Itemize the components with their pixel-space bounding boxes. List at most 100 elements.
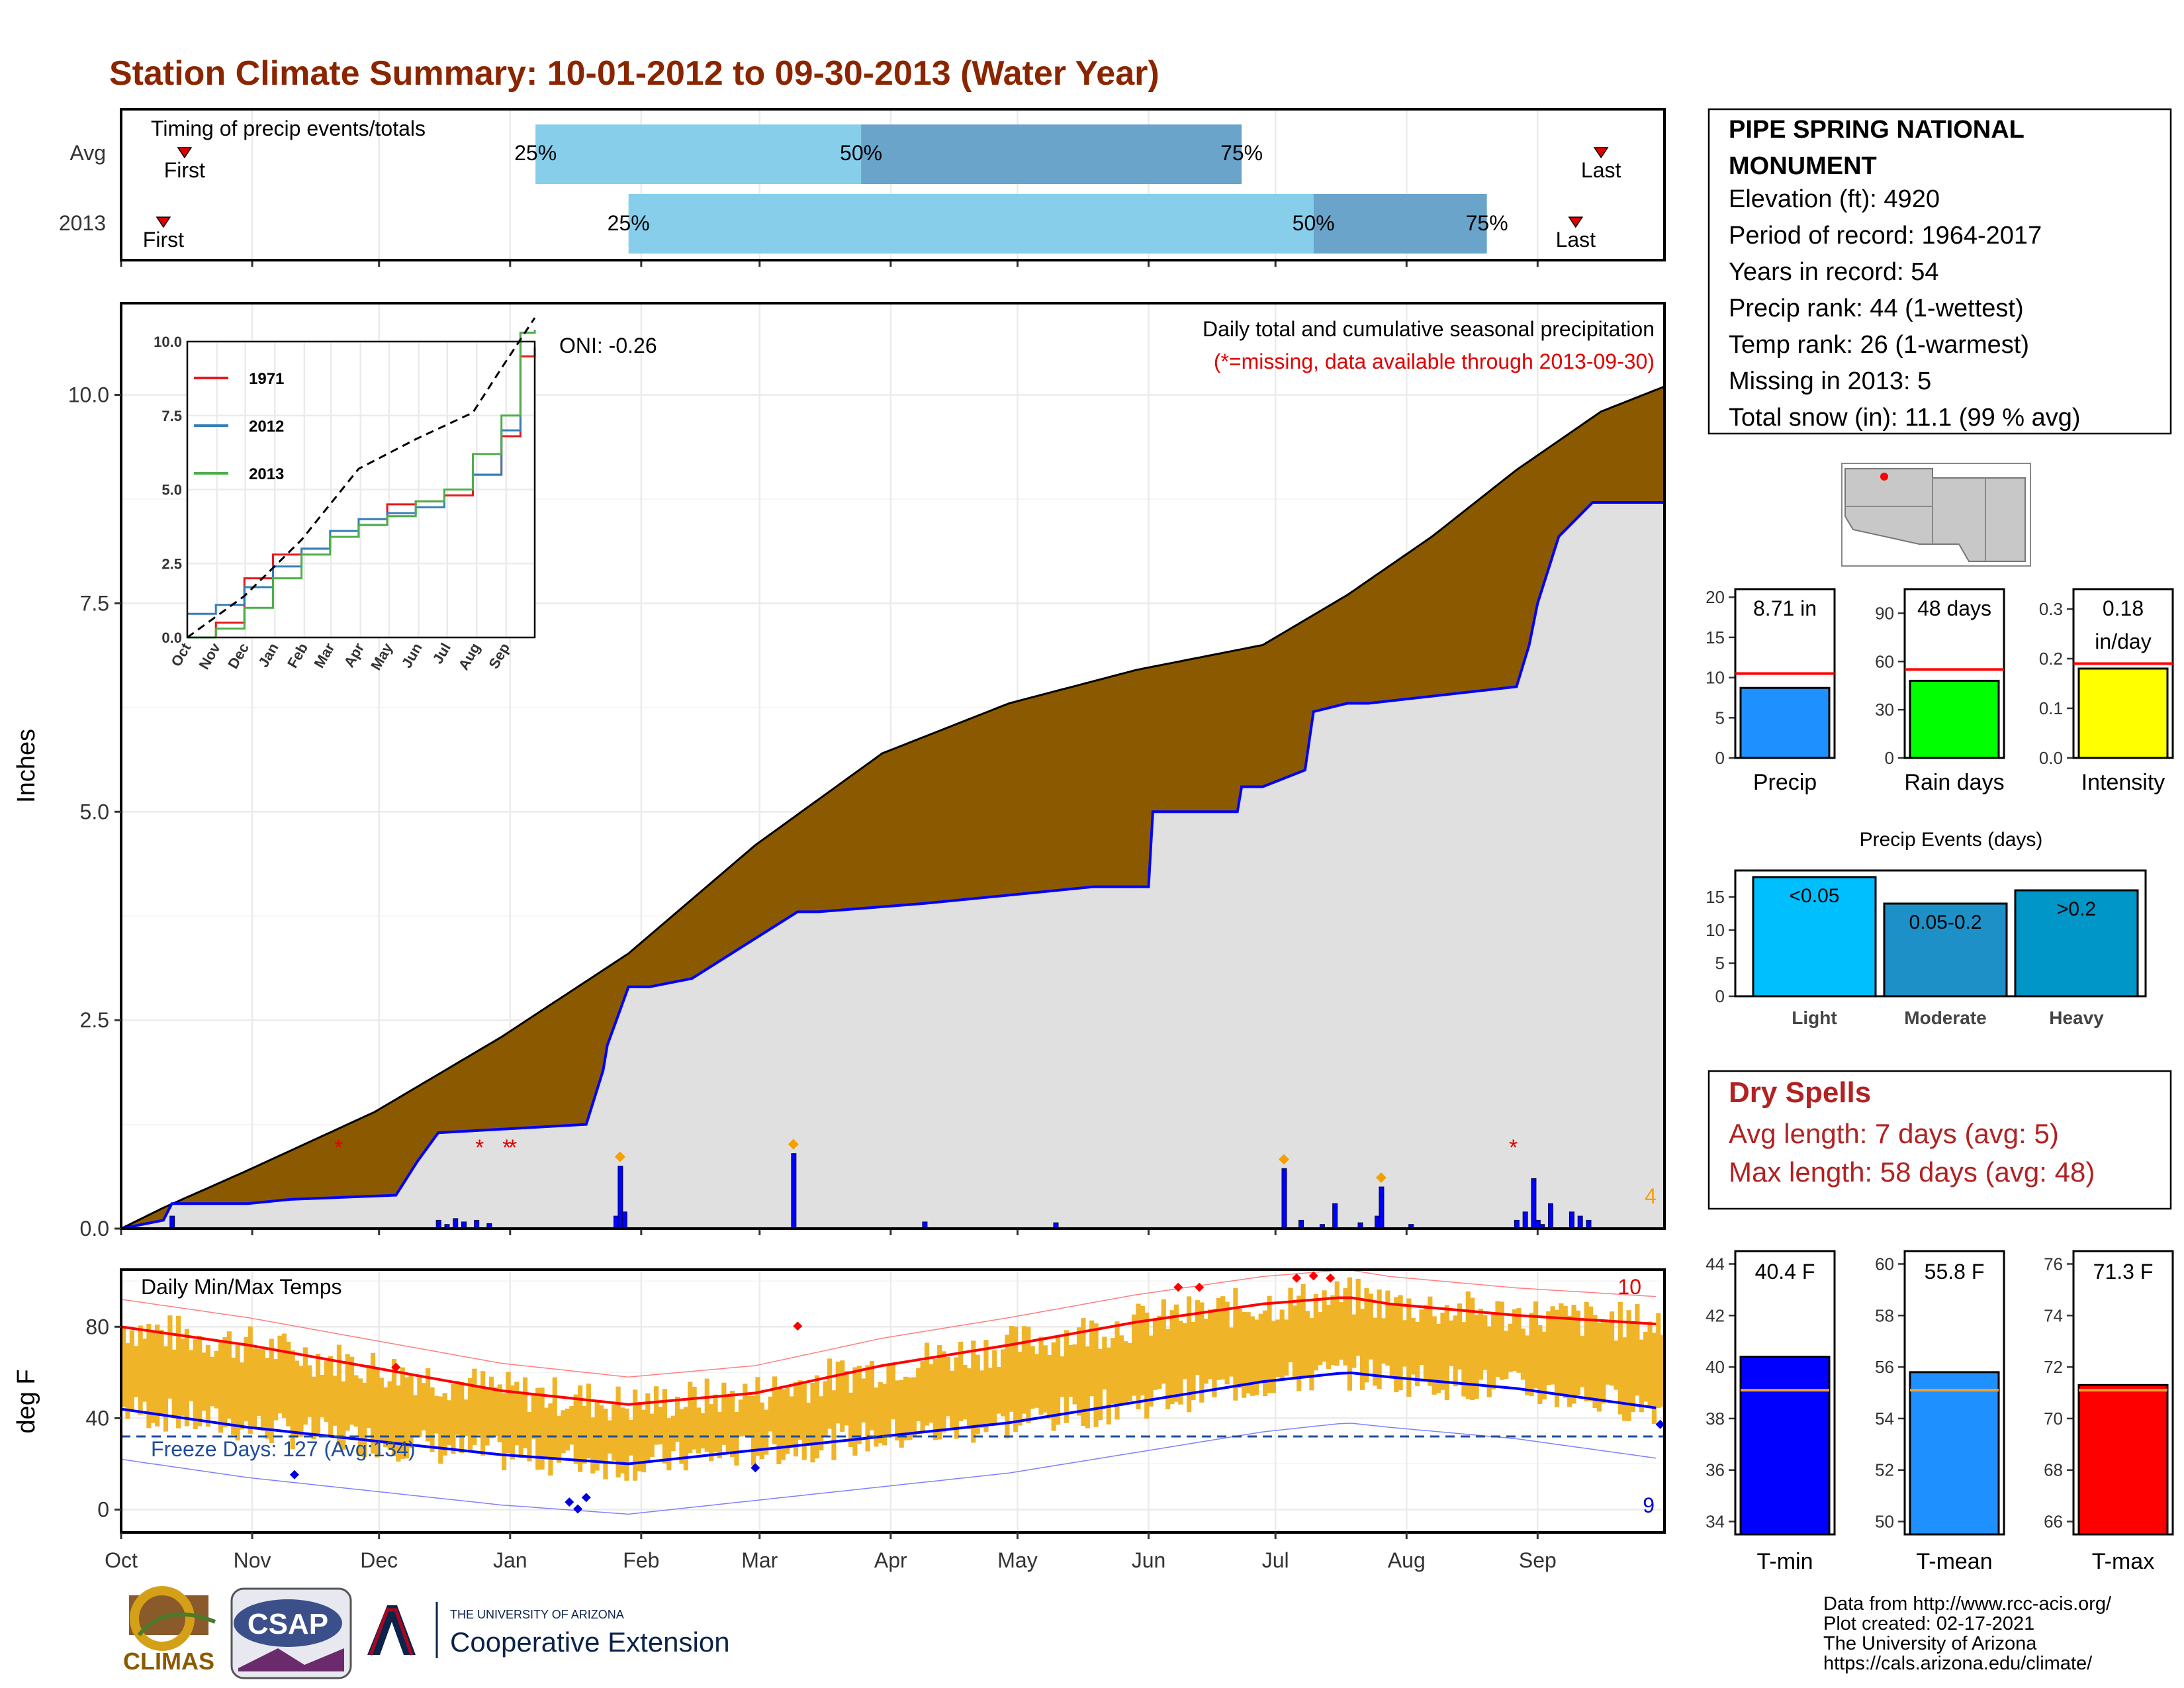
daily-temp-bar: [827, 1358, 833, 1429]
daily-temp-bar: [1089, 1320, 1095, 1397]
daily-temp-bar: [1359, 1309, 1365, 1390]
tmin-y-tick-label: 44: [1706, 1254, 1725, 1274]
csap-logo-text: CSAP: [248, 1608, 328, 1640]
daily-precip-bar: [1379, 1186, 1385, 1229]
daily-temp-bar: [916, 1368, 921, 1421]
intensity-y-tick-label: 0.2: [2039, 649, 2063, 669]
intensity-bar: [2077, 667, 2169, 759]
daily-temp-bar: [586, 1383, 591, 1459]
daily-temp-bar: [1550, 1306, 1555, 1385]
daily-temp-bar: [138, 1325, 143, 1415]
dry-spells-max: Max length: 58 days (avg: 48): [1729, 1156, 2095, 1188]
daily-temp-bar: [1242, 1311, 1247, 1398]
daily-temp-bar: [1300, 1284, 1306, 1377]
tmax-y-tick-label: 74: [2044, 1305, 2063, 1325]
daily-temp-bar: [1486, 1326, 1492, 1397]
precip-y-tick-label: 0: [1715, 748, 1725, 768]
daily-temp-bar: [721, 1382, 727, 1445]
record-low-marker: [289, 1470, 299, 1479]
station-years: Years in record: 54: [1729, 258, 1939, 286]
daily-temp-bar: [231, 1357, 236, 1435]
daily-temp-bar: [472, 1368, 477, 1445]
daily-temp-bar: [1038, 1336, 1044, 1415]
daily-temp-bar: [831, 1390, 837, 1460]
daily-temp-bar: [776, 1387, 782, 1464]
daily-temp-bar: [1617, 1302, 1623, 1415]
daily-temp-bar: [353, 1375, 359, 1427]
events-y-tick-label: 10: [1706, 920, 1725, 940]
daily-temp-bar: [260, 1349, 266, 1431]
precip-y-tick-label: 5: [1715, 708, 1725, 727]
first-label: First: [164, 158, 205, 182]
inset-y-tick-label: 10.0: [154, 334, 182, 350]
daily-temp-bar: [992, 1350, 997, 1423]
month-label: Jul: [1262, 1548, 1289, 1572]
daily-temp-bar: [730, 1391, 735, 1458]
daily-temp-bar: [265, 1358, 270, 1439]
daily-temp-bar: [332, 1376, 338, 1426]
first-marker: [156, 216, 171, 228]
inset-y-tick-label: 0.0: [161, 630, 182, 646]
station-period: Period of record: 1964-2017: [1729, 222, 2042, 250]
temp-min-count: 9: [1643, 1493, 1655, 1517]
max-precip-diamond: [614, 1151, 625, 1162]
daily-temp-bar: [814, 1375, 819, 1459]
daily-temp-bar: [1410, 1318, 1416, 1375]
daily-temp-bar: [1111, 1338, 1116, 1404]
daily-temp-bar: [1097, 1348, 1103, 1421]
daily-temp-bar: [1575, 1310, 1581, 1395]
daily-temp-bar: [412, 1395, 418, 1436]
daily-temp-bar: [248, 1326, 253, 1434]
inset-series-avg: [187, 317, 536, 639]
daily-temp-bar: [674, 1396, 680, 1442]
month-label: Apr: [874, 1548, 907, 1572]
daily-temp-bar: [210, 1356, 215, 1407]
tmin-y-tick-label: 34: [1706, 1512, 1725, 1532]
daily-temp-bar: [201, 1352, 206, 1411]
daily-temp-bar: [688, 1382, 693, 1454]
inset-y-tick-label: 5.0: [161, 482, 182, 498]
daily-temp-bar: [772, 1376, 778, 1444]
daily-precip-bar: [791, 1153, 797, 1229]
daily-temp-bar: [134, 1346, 139, 1397]
daily-temp-bar: [1630, 1323, 1636, 1412]
daily-temp-bar: [277, 1335, 283, 1414]
daily-temp-bar: [700, 1413, 705, 1449]
location-map: [1841, 463, 2031, 567]
tmax-bar: [2077, 1383, 2169, 1536]
daily-temp-bar: [510, 1385, 515, 1460]
daily-temp-bar: [1216, 1297, 1221, 1380]
daily-temp-bar: [844, 1371, 849, 1426]
daily-temp-bar: [615, 1386, 621, 1477]
record-high-marker: [793, 1321, 803, 1331]
events-bar-label: <0.05: [1790, 885, 1840, 907]
daily-temp-bar: [552, 1377, 557, 1458]
cumulative-2013-area: [121, 502, 1664, 1229]
daily-temp-bar: [1152, 1319, 1158, 1390]
precip-corner-count: 4: [1645, 1184, 1657, 1208]
intensity-y-tick-label: 0.3: [2039, 599, 2063, 619]
daily-temp-bar: [387, 1381, 392, 1450]
daily-temp-bar: [1639, 1339, 1644, 1413]
month-label: Oct: [105, 1548, 138, 1572]
month-label: Jun: [1132, 1548, 1166, 1572]
daily-temp-bar: [218, 1342, 224, 1433]
daily-temp-bar: [907, 1377, 913, 1440]
tmin-y-tick-label: 42: [1706, 1305, 1725, 1325]
temp-panel: 0 40 80 Daily Min/Max Temps Freeze Days: 1…: [13, 1268, 1666, 1572]
tmean-label: T-mean: [1916, 1549, 1992, 1574]
timing-q25-label: 25%: [514, 141, 557, 165]
daily-temp-bar: [1102, 1336, 1107, 1389]
daily-temp-bar: [1203, 1319, 1208, 1384]
daily-temp-bar: [1250, 1316, 1255, 1396]
daily-temp-bar: [658, 1406, 663, 1444]
daily-temp-bar: [557, 1415, 562, 1463]
daily-temp-bar: [1191, 1321, 1196, 1400]
daily-temp-bar: [459, 1382, 465, 1454]
daily-temp-bar: [987, 1368, 993, 1425]
svg-text:*: *: [508, 1135, 517, 1160]
climas-logo-text: CLIMAS: [123, 1648, 214, 1675]
timing-panel-label: Timing of precip events/totals: [151, 117, 426, 140]
daily-temp-bar: [315, 1354, 321, 1437]
daily-temp-bar: [1136, 1303, 1141, 1410]
